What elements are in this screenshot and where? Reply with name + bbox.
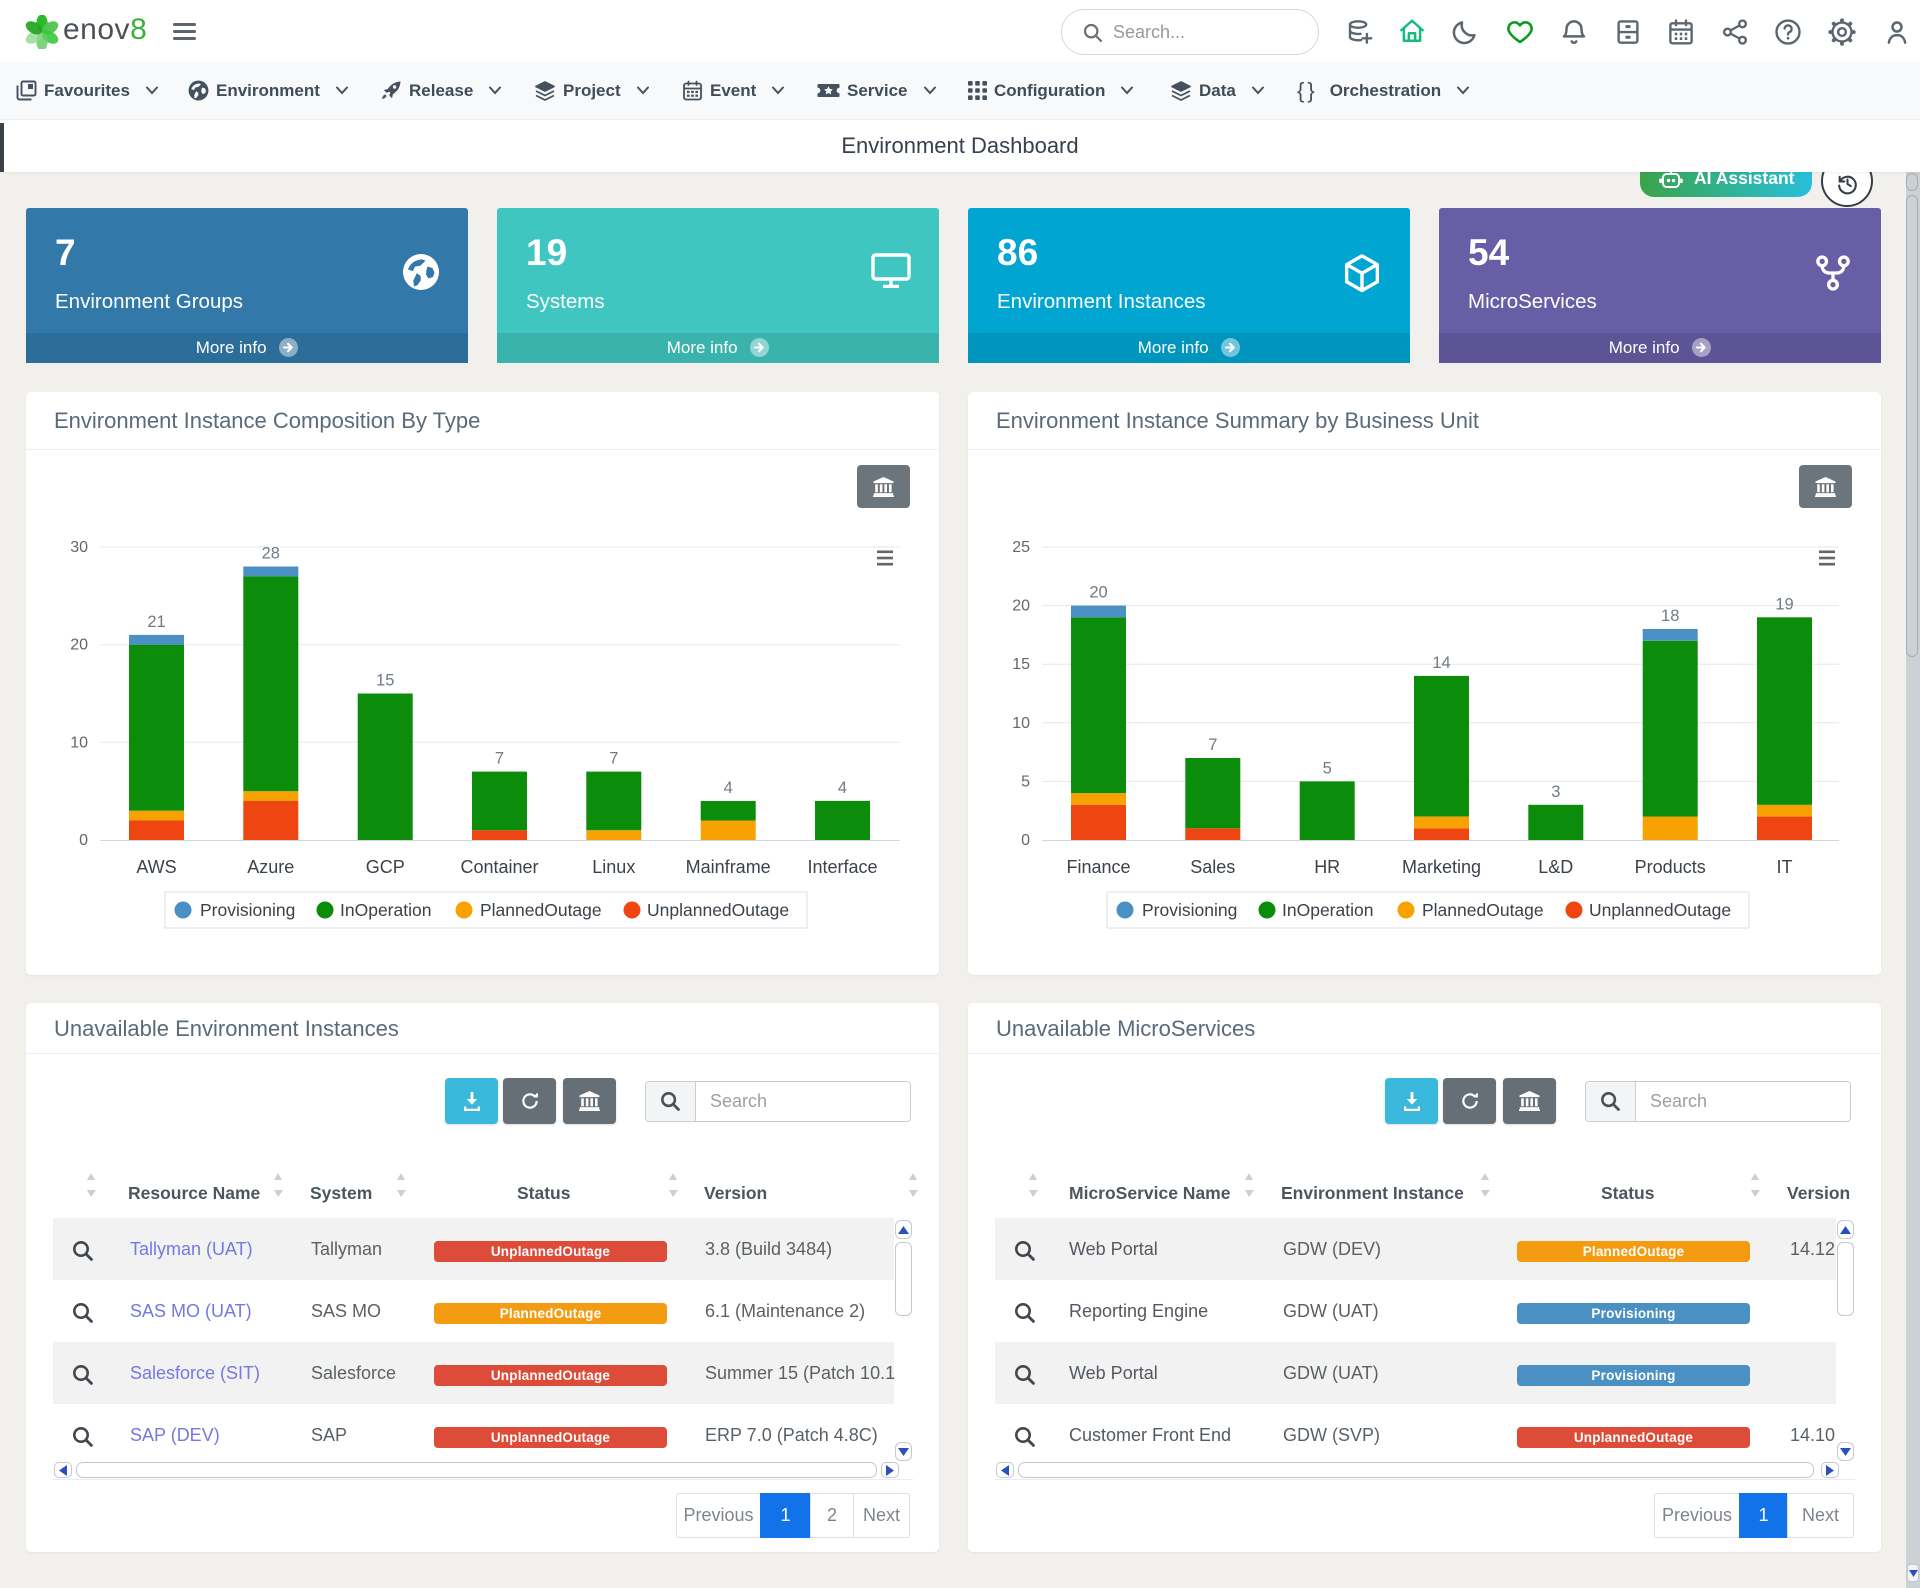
svg-text:PlannedOutage: PlannedOutage [480, 900, 602, 920]
svg-text:14: 14 [1432, 654, 1450, 672]
svg-text:Container: Container [460, 857, 538, 877]
svg-text:0: 0 [1021, 832, 1030, 849]
svg-text:15: 15 [376, 672, 394, 690]
svg-text:30: 30 [70, 539, 88, 556]
svg-text:21: 21 [147, 613, 165, 631]
svg-text:4: 4 [838, 779, 847, 797]
svg-text:Azure: Azure [247, 857, 294, 877]
svg-text:25: 25 [1012, 539, 1030, 556]
svg-text:10: 10 [1012, 715, 1030, 732]
svg-text:Marketing: Marketing [1402, 857, 1481, 877]
svg-text:20: 20 [70, 637, 88, 654]
svg-text:PlannedOutage: PlannedOutage [1422, 900, 1544, 920]
svg-text:28: 28 [262, 545, 280, 563]
svg-text:4: 4 [724, 779, 733, 797]
svg-text:20: 20 [1089, 584, 1107, 602]
svg-text:InOperation: InOperation [1282, 900, 1373, 920]
svg-text:7: 7 [1208, 736, 1217, 754]
svg-text:7: 7 [609, 750, 618, 768]
svg-text:19: 19 [1775, 595, 1793, 613]
svg-text:InOperation: InOperation [340, 900, 431, 920]
svg-text:IT: IT [1777, 857, 1793, 877]
svg-text:Sales: Sales [1190, 857, 1235, 877]
svg-text:0: 0 [79, 832, 88, 849]
svg-text:5: 5 [1021, 773, 1030, 790]
svg-text:3: 3 [1551, 783, 1560, 801]
svg-text:UnplannedOutage: UnplannedOutage [1589, 900, 1731, 920]
svg-text:10: 10 [70, 734, 88, 751]
svg-text:15: 15 [1012, 656, 1030, 673]
svg-text:GCP: GCP [366, 857, 405, 877]
svg-text:HR: HR [1314, 857, 1340, 877]
svg-text:Provisioning: Provisioning [1142, 900, 1237, 920]
svg-text:UnplannedOutage: UnplannedOutage [647, 900, 789, 920]
svg-text:5: 5 [1323, 759, 1332, 777]
svg-text:18: 18 [1661, 607, 1679, 625]
svg-text:Provisioning: Provisioning [200, 900, 295, 920]
svg-text:20: 20 [1012, 598, 1030, 615]
svg-text:AWS: AWS [136, 857, 176, 877]
svg-text:Products: Products [1635, 857, 1706, 877]
svg-text:Finance: Finance [1066, 857, 1130, 877]
svg-text:Mainframe: Mainframe [686, 857, 771, 877]
svg-text:Linux: Linux [592, 857, 635, 877]
svg-text:Interface: Interface [807, 857, 877, 877]
svg-text:7: 7 [495, 750, 504, 768]
svg-text:L&D: L&D [1538, 857, 1573, 877]
